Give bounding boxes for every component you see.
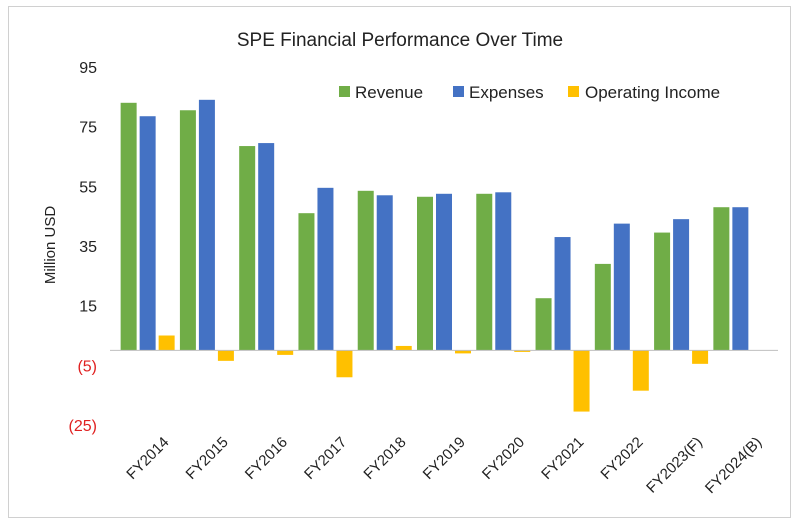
bar-revenue [120, 102, 137, 351]
y-tick-label: 35 [79, 239, 97, 256]
bar-expenses [554, 237, 571, 351]
bar-revenue [298, 213, 315, 351]
bar-expenses [198, 99, 215, 351]
bar-expenses [317, 187, 334, 351]
x-tick-label: FY2014 [123, 434, 172, 483]
bar-operating-income [336, 350, 353, 378]
bar-revenue [239, 146, 256, 351]
x-tick-label: FY2016 [242, 434, 291, 483]
bar-operating-income [217, 350, 234, 361]
legend-swatch [453, 86, 464, 97]
y-axis-ticks: 95 75 55 35 15 (5) (25) [69, 60, 98, 435]
y-tick-label: 95 [79, 60, 97, 77]
bar-revenue [179, 110, 196, 351]
bar-operating-income [395, 345, 412, 351]
bar-expenses [673, 219, 690, 351]
y-tick-label: 75 [79, 120, 97, 137]
x-axis-ticks: FY2014 FY2015 FY2016 FY2017 FY2018 FY2019 FY20… [123, 434, 765, 497]
legend-label: Operating Income [585, 83, 720, 102]
bar-expenses [436, 193, 452, 351]
bars [120, 99, 768, 412]
y-tick-label: 55 [79, 179, 97, 196]
x-tick-label: FY2018 [360, 434, 409, 483]
bar-revenue [357, 190, 374, 351]
bar-operating-income [277, 350, 294, 355]
bar-operating-income [514, 350, 531, 352]
bar-expenses [376, 195, 393, 351]
legend-label: Revenue [355, 83, 423, 102]
bar-revenue [535, 298, 552, 351]
bar-revenue [654, 232, 671, 351]
x-tick-label: FY2019 [420, 434, 469, 483]
bar-expenses [258, 143, 275, 351]
x-tick-label: FY2022 [597, 434, 646, 483]
chart-title: SPE Financial Performance Over Time [237, 30, 563, 51]
x-tick-label: FY2021 [538, 434, 587, 483]
bar-operating-income [573, 350, 590, 412]
bar-expenses [139, 116, 156, 351]
bar-operating-income [455, 350, 471, 354]
legend-label: Expenses [469, 83, 544, 102]
legend: Revenue Expenses Operating Income [339, 83, 720, 102]
y-tick-label: (25) [69, 418, 97, 435]
bar-expenses [613, 223, 630, 351]
y-axis-label: Million USD [42, 206, 59, 285]
bar-operating-income [158, 335, 175, 351]
y-tick-label: (5) [77, 358, 97, 375]
x-tick-label: FY2024(B) [702, 434, 765, 497]
bar-expenses [732, 207, 749, 351]
x-tick-label: FY2015 [183, 434, 232, 483]
x-tick-label: FY2017 [301, 434, 350, 483]
bar-revenue [594, 263, 611, 351]
bar-revenue [713, 207, 730, 351]
legend-swatch [568, 86, 579, 97]
bar-operating-income [692, 350, 709, 364]
bar-revenue [417, 196, 433, 351]
bar-operating-income [632, 350, 649, 391]
legend-swatch [339, 86, 350, 97]
bar-revenue [476, 193, 493, 351]
x-tick-label: FY2020 [479, 434, 528, 483]
x-tick-label: FY2023(F) [643, 434, 706, 497]
bar-expenses [495, 192, 512, 351]
y-tick-label: 15 [79, 299, 97, 316]
